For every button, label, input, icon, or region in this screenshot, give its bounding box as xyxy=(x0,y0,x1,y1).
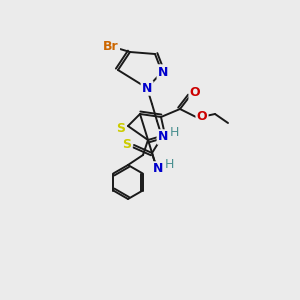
Text: O: O xyxy=(190,86,200,100)
Text: S: S xyxy=(122,139,131,152)
Text: H: H xyxy=(164,158,174,172)
Text: N: N xyxy=(142,82,152,94)
Text: Br: Br xyxy=(103,40,119,53)
Text: H: H xyxy=(169,127,179,140)
Text: S: S xyxy=(116,122,125,134)
Text: O: O xyxy=(197,110,207,124)
Text: N: N xyxy=(153,163,163,176)
Text: N: N xyxy=(158,130,168,143)
Text: N: N xyxy=(158,65,168,79)
